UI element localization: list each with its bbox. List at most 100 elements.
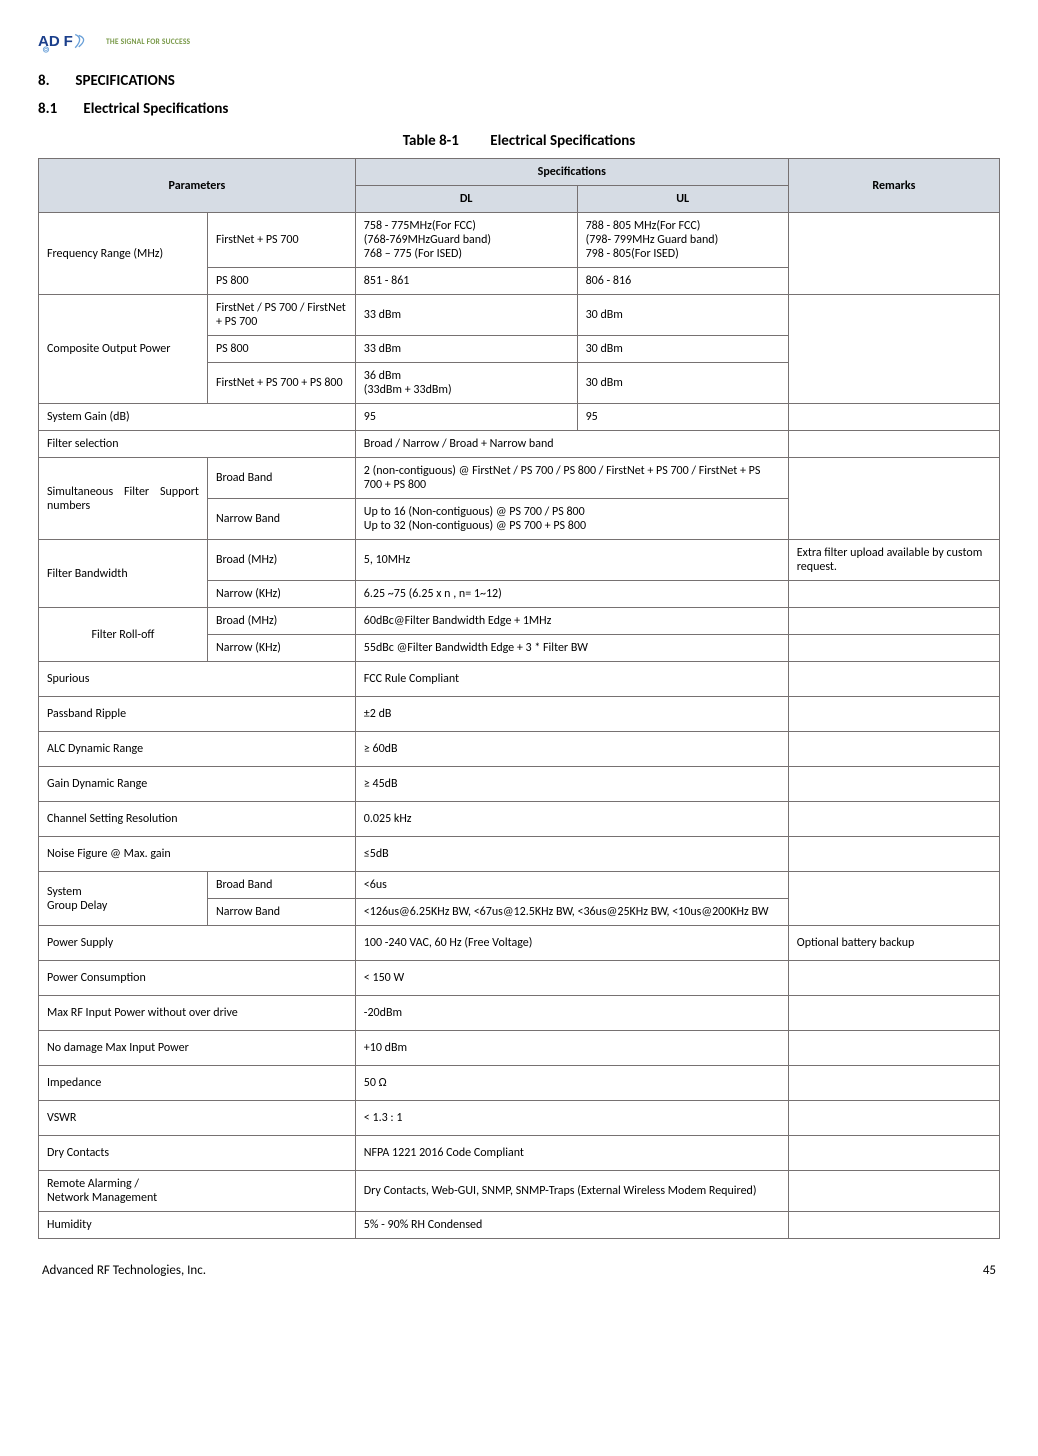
cell: Broad / Narrow / Broad + Narrow band: [355, 431, 788, 458]
cell: ≥ 45dB: [355, 767, 788, 802]
cell: Channel Setting Resolution: [39, 802, 356, 837]
brand-header: AD F THE SIGNAL FOR SUCCESS: [38, 30, 1000, 54]
cell: Up to 16 (Non-contiguous) @ PS 700 / PS …: [355, 499, 788, 540]
cell: Remote Alarming / Network Management: [39, 1171, 356, 1212]
cell: 30 dBm: [577, 336, 788, 363]
table-caption-label: Table 8-1: [403, 132, 459, 150]
cell: [788, 1212, 999, 1239]
cell: ≥ 60dB: [355, 732, 788, 767]
cell: Broad Band: [207, 458, 355, 499]
cell-freq-range: Frequency Range (MHz): [39, 213, 208, 295]
cell: < 1.3 : 1: [355, 1101, 788, 1136]
cell: -20dBm: [355, 996, 788, 1031]
cell: Filter Bandwidth: [39, 540, 208, 608]
cell-comp-power: Composite Output Power: [39, 295, 208, 404]
cell: 50 Ω: [355, 1066, 788, 1101]
cell: Passband Ripple: [39, 697, 356, 732]
cell: [788, 802, 999, 837]
cell: System Group Delay: [39, 872, 208, 926]
cell: [788, 732, 999, 767]
table-caption-title: Electrical Specifications: [490, 132, 635, 150]
cell: 30 dBm: [577, 363, 788, 404]
cell: [788, 697, 999, 732]
section-number: 8.: [38, 72, 72, 90]
cell: 0.025 kHz: [355, 802, 788, 837]
cell: 95: [577, 404, 788, 431]
cell: Humidity: [39, 1212, 356, 1239]
section-title: SPECIFICATIONS: [75, 72, 174, 90]
cell: Broad (MHz): [207, 540, 355, 581]
cell: VSWR: [39, 1101, 356, 1136]
cell: Max RF Input Power without over drive: [39, 996, 356, 1031]
cell: 5, 10MHz: [355, 540, 788, 581]
cell: 33 dBm: [355, 336, 577, 363]
cell: 36 dBm (33dBm + 33dBm): [355, 363, 577, 404]
cell: Spurious: [39, 662, 356, 697]
cell: Narrow Band: [207, 899, 355, 926]
cell: Filter selection: [39, 431, 356, 458]
cell: [788, 1136, 999, 1171]
cell: ALC Dynamic Range: [39, 732, 356, 767]
adrf-logo: AD F: [38, 30, 100, 54]
th-parameters: Parameters: [39, 159, 356, 213]
cell: [788, 1066, 999, 1101]
cell: [788, 767, 999, 802]
cell: Simultaneous Filter Support numbers: [39, 458, 208, 540]
cell: 100 -240 VAC, 60 Hz (Free Voltage): [355, 926, 788, 961]
cell: 60dBc@Filter Bandwidth Edge + 1MHz: [355, 608, 788, 635]
cell: 30 dBm: [577, 295, 788, 336]
cell: [788, 404, 999, 431]
cell: Dry Contacts, Web-GUI, SNMP, SNMP-Traps …: [355, 1171, 788, 1212]
cell: PS 800: [207, 336, 355, 363]
cell: [788, 581, 999, 608]
cell: Filter Roll-off: [39, 608, 208, 662]
cell: [788, 608, 999, 635]
svg-text:F: F: [64, 33, 73, 50]
th-specifications: Specifications: [355, 159, 788, 186]
cell: PS 800: [207, 268, 355, 295]
cell: ≤5dB: [355, 837, 788, 872]
brand-tagline: THE SIGNAL FOR SUCCESS: [106, 38, 190, 47]
cell: [788, 662, 999, 697]
cell: Narrow (KHz): [207, 635, 355, 662]
footer-page-number: 45: [983, 1263, 996, 1278]
subsection-number: 8.1: [38, 100, 80, 118]
cell: 2 (non-contiguous) @ FirstNet / PS 700 /…: [355, 458, 788, 499]
cell: [788, 872, 999, 926]
subsection-heading: 8.1 Electrical Specifications: [38, 100, 1000, 118]
cell: Extra filter upload available by custom …: [788, 540, 999, 581]
cell: Noise Figure @ Max. gain: [39, 837, 356, 872]
cell: 5% - 90% RH Condensed: [355, 1212, 788, 1239]
footer-company: Advanced RF Technologies, Inc.: [42, 1263, 206, 1278]
cell: Power Consumption: [39, 961, 356, 996]
cell: Optional battery backup: [788, 926, 999, 961]
cell: Gain Dynamic Range: [39, 767, 356, 802]
cell: No damage Max Input Power: [39, 1031, 356, 1066]
cell: 33 dBm: [355, 295, 577, 336]
cell: [788, 1101, 999, 1136]
th-ul: UL: [577, 186, 788, 213]
cell: FCC Rule Compliant: [355, 662, 788, 697]
svg-text:AD: AD: [38, 33, 60, 50]
table-caption: Table 8-1 Electrical Specifications: [38, 132, 1000, 150]
cell: [788, 1171, 999, 1212]
cell: Broad (MHz): [207, 608, 355, 635]
cell: [788, 431, 999, 458]
cell: FirstNet / PS 700 / FirstNet + PS 700: [207, 295, 355, 336]
cell: Impedance: [39, 1066, 356, 1101]
cell: ±2 dB: [355, 697, 788, 732]
cell: Broad Band: [207, 872, 355, 899]
cell: Dry Contacts: [39, 1136, 356, 1171]
cell: FirstNet + PS 700 + PS 800: [207, 363, 355, 404]
cell: Narrow Band: [207, 499, 355, 540]
cell: 806 - 816: [577, 268, 788, 295]
cell: 758 - 775MHz(For FCC) (768-769MHzGuard b…: [355, 213, 577, 268]
cell: [788, 837, 999, 872]
section-heading: 8. SPECIFICATIONS: [38, 72, 1000, 90]
cell: [788, 996, 999, 1031]
cell: System Gain (dB): [39, 404, 356, 431]
cell: 55dBc @Filter Bandwidth Edge + 3 * Filte…: [355, 635, 788, 662]
th-remarks: Remarks: [788, 159, 999, 213]
subsection-title: Electrical Specifications: [83, 100, 228, 118]
cell: FirstNet + PS 700: [207, 213, 355, 268]
